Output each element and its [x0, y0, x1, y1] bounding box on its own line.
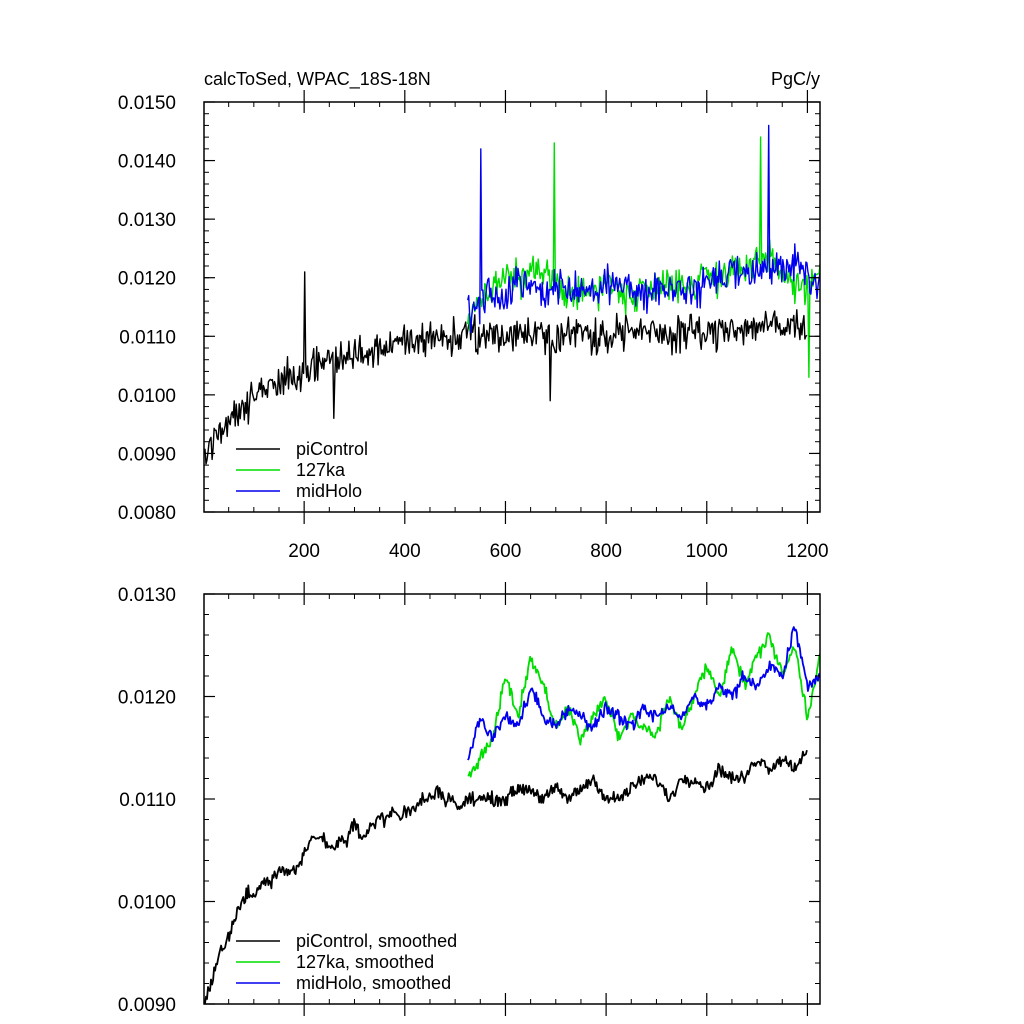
series-line-midholo — [467, 124, 820, 333]
series-line-midholo-smoothed — [467, 626, 820, 761]
legend-label: midHolo, smoothed — [296, 973, 451, 993]
series-line-picontrol — [204, 271, 808, 465]
y-tick-label: 0.0140 — [118, 152, 176, 173]
plot-area — [204, 626, 820, 1004]
legend-label: 127ka, smoothed — [296, 952, 434, 972]
legend-label: 127ka — [296, 460, 346, 480]
x-tick-label: 1000 — [686, 541, 728, 562]
series-line-127ka-smoothed — [467, 632, 820, 778]
y-tick-label: 0.0090 — [118, 995, 176, 1016]
y-tick-label: 0.0130 — [118, 210, 176, 231]
chart-title: calcToSed, WPAC_18S-18N — [204, 69, 431, 90]
legend-label: midHolo — [296, 481, 362, 501]
series-line-picontrol-smoothed — [204, 749, 808, 1004]
x-tick-label: 600 — [490, 541, 522, 562]
legend-label: piControl, smoothed — [296, 931, 457, 951]
x-tick-label: 400 — [389, 541, 421, 562]
y-tick-label: 0.0110 — [119, 790, 176, 811]
y-tick-label: 0.0100 — [118, 893, 176, 914]
y-tick-label: 0.0120 — [118, 688, 176, 709]
x-tick-label: 1200 — [786, 541, 828, 562]
bottom-panel: 0.0090 0.0100 0.0110 0.0120 0.0130 piControl,… — [118, 582, 821, 1016]
y-tick-label: 0.0130 — [118, 585, 176, 606]
y-tick-label: 0.0150 — [118, 93, 176, 114]
y-tick-label: 0.0110 — [119, 327, 176, 348]
plot-frame — [203, 101, 821, 513]
y-tick-label: 0.0080 — [118, 503, 176, 524]
y-tick-label: 0.0090 — [118, 444, 176, 465]
x-tick-label: 200 — [288, 541, 320, 562]
top-panel: calcToSed, WPAC_18S-18N PgC/y 0.0080 0.00… — [118, 69, 829, 562]
legend-label: piControl — [296, 439, 368, 459]
plot-area — [204, 124, 820, 465]
units-label: PgC/y — [771, 69, 820, 89]
y-tick-label: 0.0100 — [118, 386, 176, 407]
x-tick-label: 800 — [590, 541, 622, 562]
y-tick-label: 0.0120 — [118, 269, 176, 290]
